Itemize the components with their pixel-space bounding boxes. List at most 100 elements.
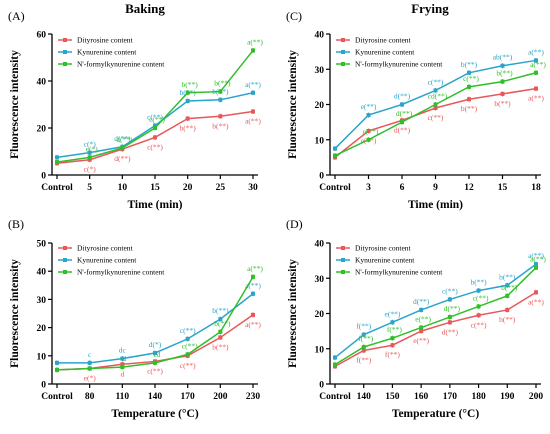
legend-entry: Kynurenine content	[77, 256, 137, 265]
data-label: a(**)	[245, 320, 261, 329]
x-tick-label: Control	[41, 183, 73, 193]
data-point	[447, 320, 452, 325]
data-point	[333, 362, 337, 367]
x-tick-label: 80	[85, 392, 95, 402]
series-line-3	[334, 267, 537, 366]
data-point	[400, 120, 404, 125]
data-label: b(**)	[461, 104, 478, 113]
panel-label: (D)	[286, 217, 303, 231]
x-tick-label: 3	[366, 183, 371, 193]
data-label: c(**)	[182, 341, 198, 350]
x-tick-label: 190	[500, 392, 515, 402]
legend-marker	[341, 50, 345, 54]
chart-panel-1: (A) Baking 0 20 40 60 Control 5 10 15 20 25 30 Time (…	[8, 1, 263, 211]
legend-entry: Dityrosine content	[355, 244, 412, 253]
data-point	[251, 274, 255, 279]
data-point	[476, 288, 481, 293]
panel-label: (C)	[286, 9, 302, 23]
data-point	[251, 312, 255, 317]
y-tick-label: 40	[315, 240, 325, 250]
data-label: a(**)	[245, 281, 261, 290]
data-point	[185, 336, 190, 341]
data-label: cd	[153, 350, 160, 359]
y-axis-label: Fluorescence intensity	[287, 50, 299, 159]
legend-entry: N'-formylkynurenine content	[77, 60, 165, 69]
x-tick-label: 6	[400, 183, 405, 193]
data-point	[55, 367, 59, 372]
x-tick-label: Control	[41, 392, 73, 402]
data-label: b(**)	[214, 79, 231, 88]
data-label: a(**)	[528, 297, 544, 306]
data-label: b(**)	[461, 60, 478, 69]
data-point	[361, 332, 366, 337]
y-tick-label: 50	[37, 240, 47, 250]
data-point	[390, 320, 395, 325]
data-point	[333, 355, 337, 360]
y-axis-label: Fluorescence intensity	[287, 259, 299, 368]
panel-label: (A)	[8, 9, 25, 23]
data-point	[534, 58, 538, 63]
data-label: c	[88, 350, 92, 359]
data-point	[390, 343, 395, 348]
data-point	[55, 360, 59, 365]
data-point	[153, 350, 157, 355]
data-point	[120, 145, 125, 150]
data-label: b(**)	[494, 99, 511, 108]
data-label: d(**)	[394, 92, 411, 101]
data-label: e(**)	[415, 315, 431, 324]
data-label: a(**)	[530, 255, 546, 264]
data-label: a(**)	[247, 264, 263, 273]
data-label: ab(**)	[493, 53, 513, 62]
data-label: b(**)	[214, 319, 231, 328]
legend-entry: Kynurenine content	[355, 256, 415, 265]
data-label: a(**)	[528, 47, 544, 56]
data-point	[433, 102, 438, 107]
x-axis-label: Time (min)	[127, 199, 182, 211]
y-tick-label: 10	[37, 352, 47, 362]
data-label: f(**)	[387, 325, 402, 334]
data-point	[87, 150, 92, 155]
data-label: d	[122, 354, 126, 363]
y-tick-label: 0	[41, 172, 46, 182]
data-point	[120, 365, 125, 370]
y-tick-label: 40	[37, 78, 47, 88]
data-point	[218, 317, 223, 322]
data-label: d(**)	[442, 327, 459, 336]
x-tick-label: 12	[464, 183, 474, 193]
data-label: d(*)	[149, 340, 162, 349]
data-label: e(*)	[84, 373, 97, 382]
x-axis-label: Temperature (°C)	[111, 408, 198, 420]
data-label: f(**)	[385, 350, 400, 359]
data-point	[251, 291, 255, 296]
data-label: c(**)	[147, 113, 163, 122]
data-label: c(**)	[180, 326, 196, 335]
x-tick-label: 25	[216, 183, 226, 193]
legend-entry: Dityrosine content	[77, 244, 134, 253]
data-label: c(**)	[180, 361, 196, 370]
data-point	[185, 98, 190, 103]
data-label: c(**)	[428, 113, 444, 122]
x-tick-label: 200	[213, 392, 228, 402]
y-tick-label: 10	[315, 136, 325, 146]
data-label: cd(**)	[428, 92, 448, 101]
y-tick-label: 20	[315, 310, 325, 320]
chart-panel-4: (D) 0 10 20 30 40 Control 140 150 160 170 180 190 200…	[286, 217, 546, 420]
data-label: b(**)	[182, 80, 199, 89]
data-point	[185, 352, 190, 357]
data-point	[534, 86, 538, 91]
y-tick-label: 0	[319, 381, 324, 391]
legend-marker	[341, 270, 345, 274]
series-line-1	[334, 291, 537, 368]
data-point	[251, 48, 255, 53]
legend-marker	[63, 246, 67, 250]
y-tick-label: 0	[319, 172, 324, 182]
legend-marker	[63, 62, 67, 66]
legend-entry: N'-formylkynurenine content	[355, 268, 443, 277]
data-point	[433, 106, 438, 111]
data-point	[534, 70, 538, 75]
data-label: d(**)	[444, 304, 461, 313]
data-point	[467, 70, 471, 75]
y-axis-label: Fluorescence intensity	[9, 259, 21, 368]
x-tick-label: 160	[414, 392, 429, 402]
